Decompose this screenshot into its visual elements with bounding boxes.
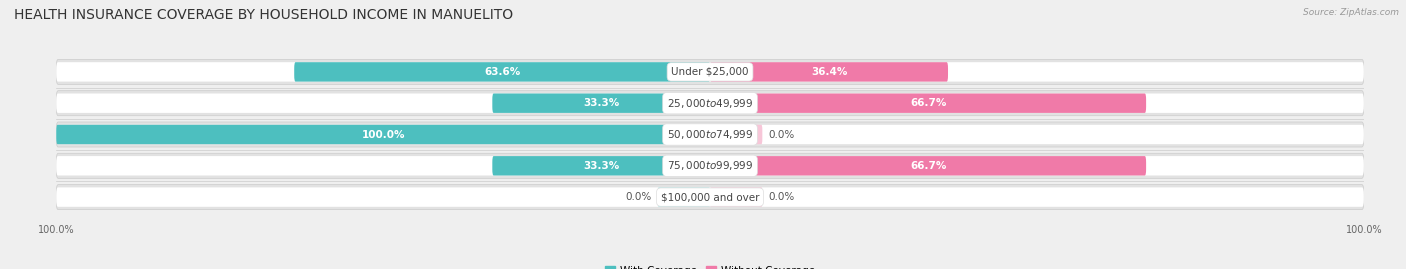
FancyBboxPatch shape (56, 187, 1364, 207)
Text: 0.0%: 0.0% (769, 192, 796, 202)
Text: 63.6%: 63.6% (484, 67, 520, 77)
Text: $25,000 to $49,999: $25,000 to $49,999 (666, 97, 754, 110)
Text: 0.0%: 0.0% (769, 129, 796, 140)
Text: Under $25,000: Under $25,000 (671, 67, 749, 77)
Text: $50,000 to $74,999: $50,000 to $74,999 (666, 128, 754, 141)
FancyBboxPatch shape (294, 62, 710, 82)
Text: 33.3%: 33.3% (583, 98, 619, 108)
Text: 36.4%: 36.4% (811, 67, 848, 77)
FancyBboxPatch shape (56, 62, 1364, 82)
FancyBboxPatch shape (710, 156, 1146, 175)
FancyBboxPatch shape (492, 156, 710, 175)
FancyBboxPatch shape (492, 94, 710, 113)
FancyBboxPatch shape (56, 125, 1364, 144)
FancyBboxPatch shape (56, 94, 1364, 113)
FancyBboxPatch shape (710, 62, 948, 82)
FancyBboxPatch shape (710, 94, 1146, 113)
FancyBboxPatch shape (658, 187, 710, 207)
Text: HEALTH INSURANCE COVERAGE BY HOUSEHOLD INCOME IN MANUELITO: HEALTH INSURANCE COVERAGE BY HOUSEHOLD I… (14, 8, 513, 22)
FancyBboxPatch shape (710, 125, 762, 144)
Text: 66.7%: 66.7% (910, 98, 946, 108)
FancyBboxPatch shape (56, 125, 710, 144)
FancyBboxPatch shape (56, 59, 1364, 84)
FancyBboxPatch shape (56, 91, 1364, 116)
Text: 66.7%: 66.7% (910, 161, 946, 171)
FancyBboxPatch shape (56, 122, 1364, 147)
FancyBboxPatch shape (56, 156, 1364, 175)
FancyBboxPatch shape (56, 185, 1364, 210)
Text: $75,000 to $99,999: $75,000 to $99,999 (666, 159, 754, 172)
Text: 100.0%: 100.0% (361, 129, 405, 140)
FancyBboxPatch shape (56, 153, 1364, 178)
FancyBboxPatch shape (710, 187, 762, 207)
Text: 33.3%: 33.3% (583, 161, 619, 171)
Legend: With Coverage, Without Coverage: With Coverage, Without Coverage (605, 266, 815, 269)
Text: Source: ZipAtlas.com: Source: ZipAtlas.com (1303, 8, 1399, 17)
Text: 0.0%: 0.0% (624, 192, 651, 202)
Text: $100,000 and over: $100,000 and over (661, 192, 759, 202)
